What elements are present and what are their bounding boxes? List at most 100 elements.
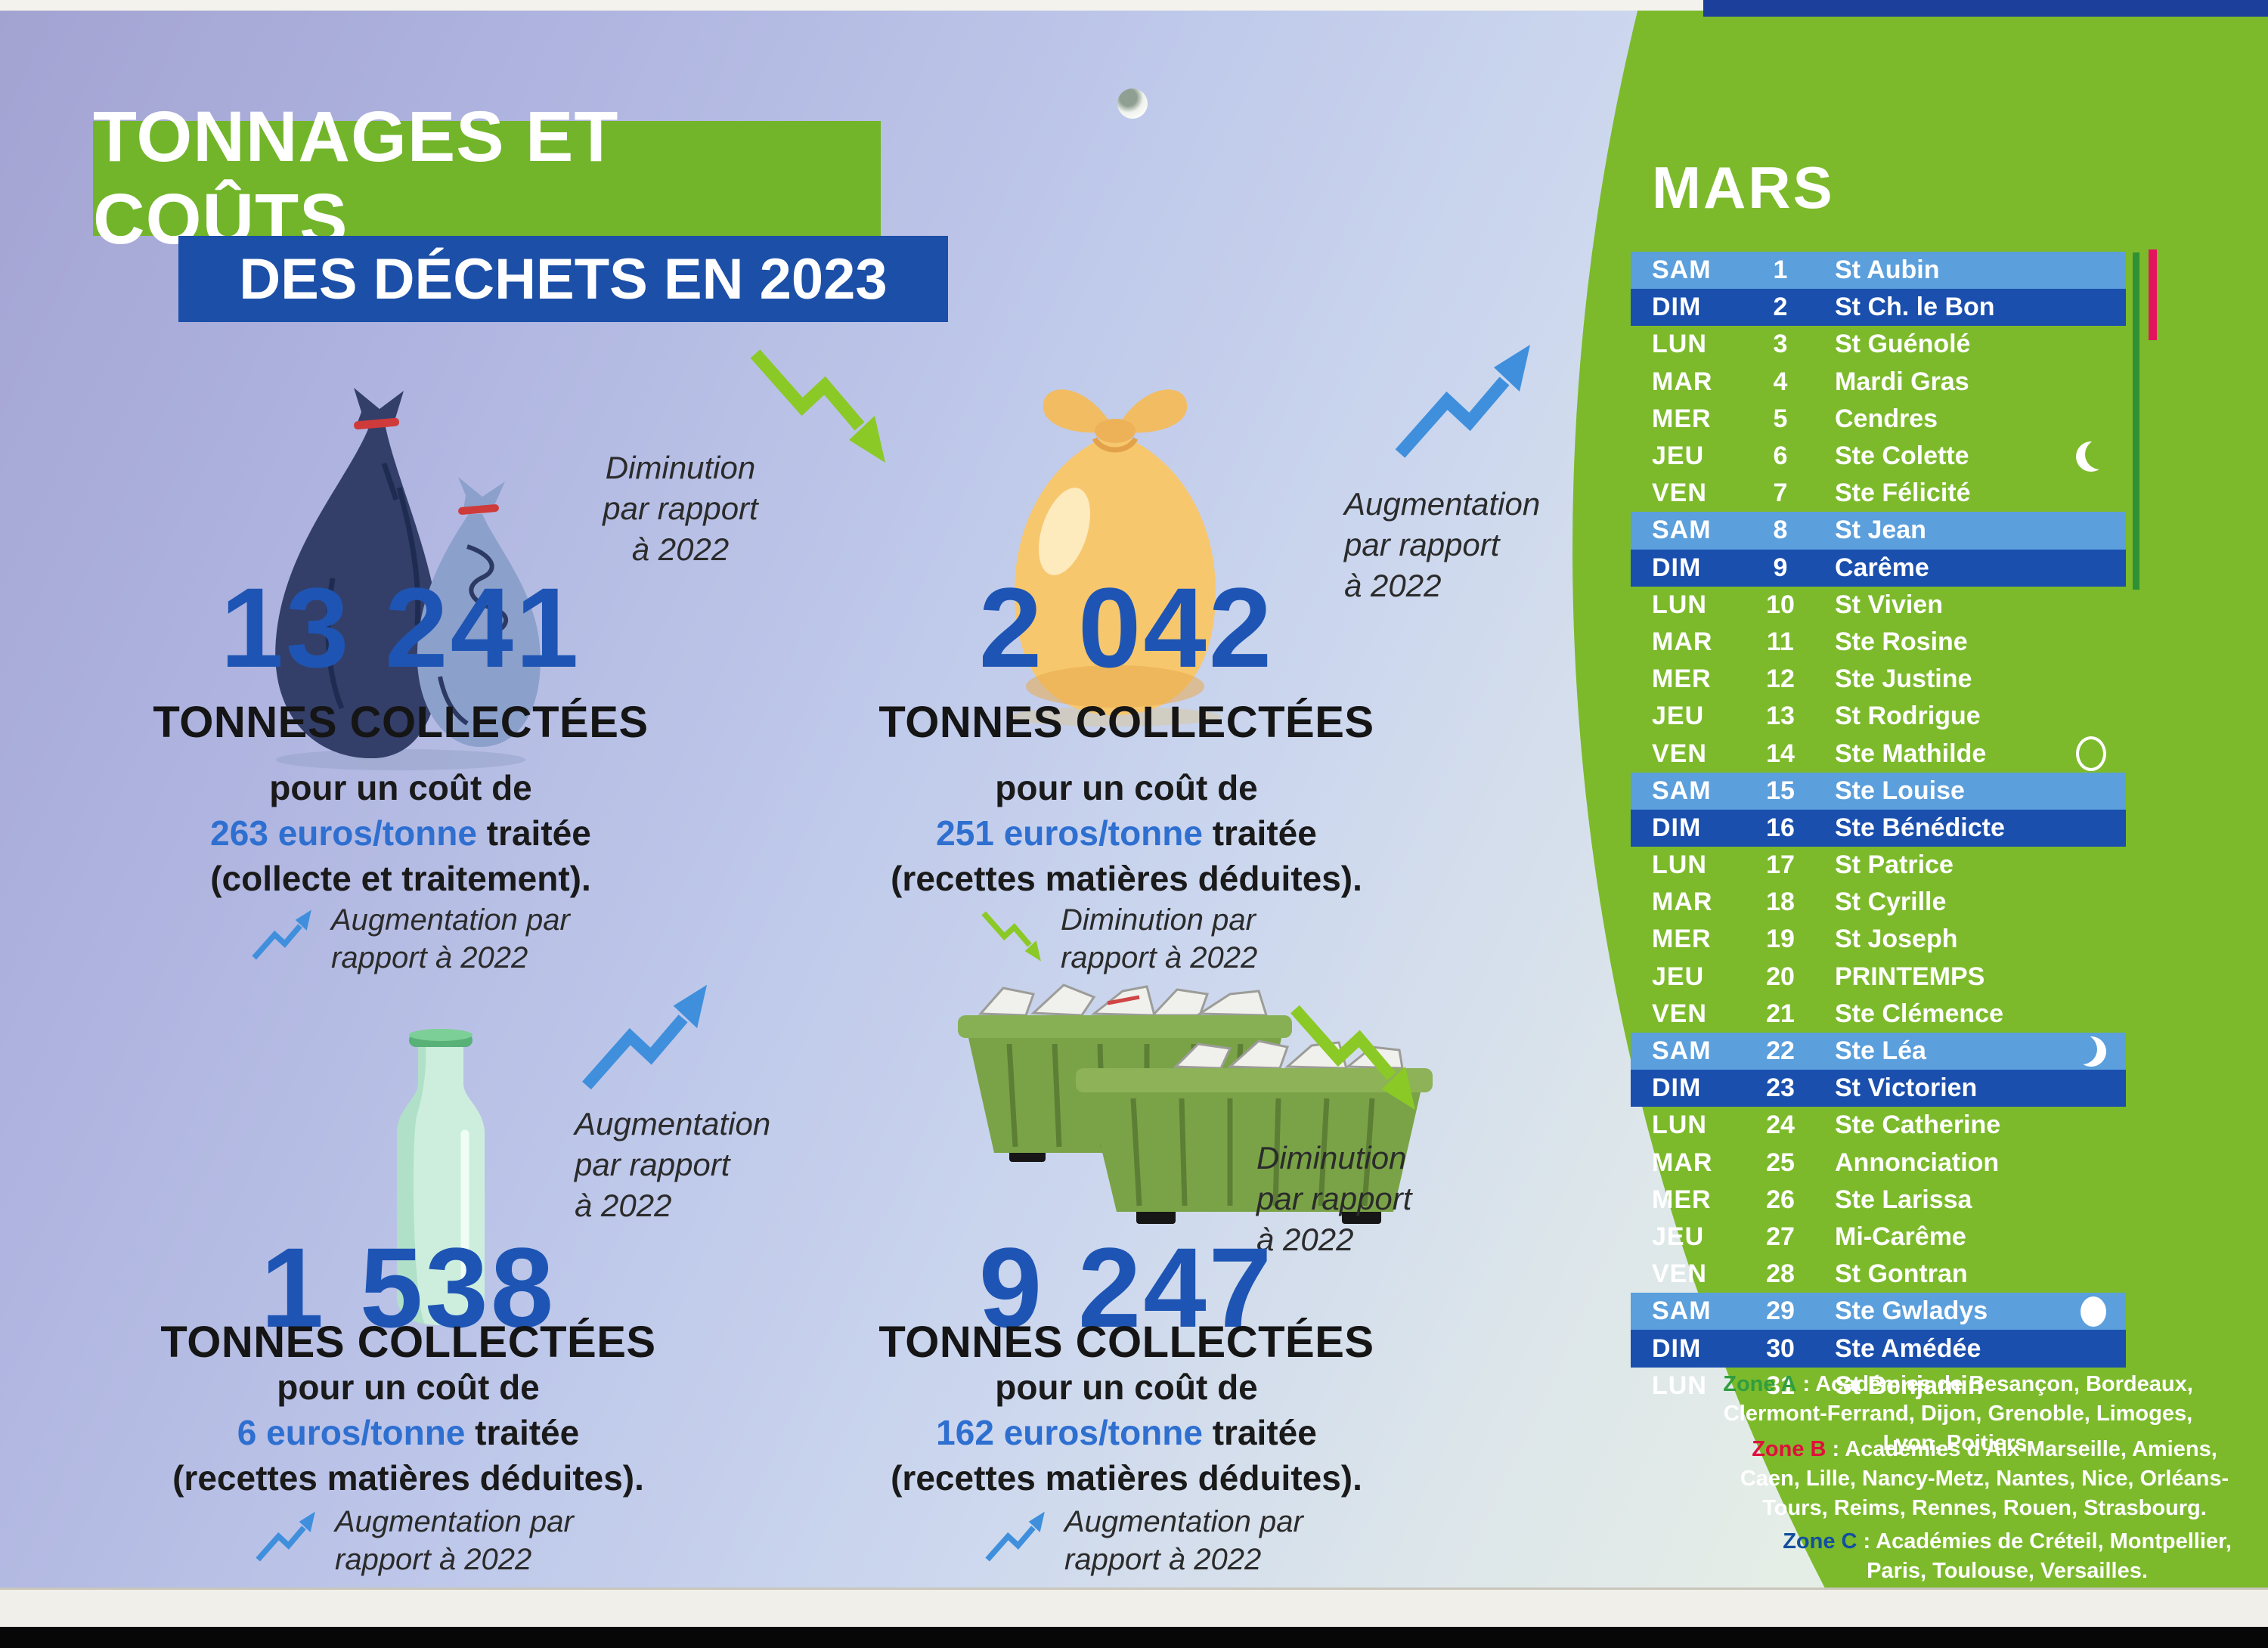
tonnage-value: 13 241 xyxy=(220,564,581,691)
calendar-day-row: VEN 21 Ste Clémence xyxy=(1631,996,2126,1033)
calendar-day-name: Ste Amédée xyxy=(1835,1334,1981,1363)
calendar-day-row: DIM 2 St Ch. le Bon xyxy=(1631,289,2126,327)
cost-text: pour un coût de 162 euros/tonne traitée … xyxy=(891,1368,1362,1498)
calendar-day-name: St Gontran xyxy=(1835,1259,1968,1289)
calendar-day-abbr: DIM xyxy=(1652,553,1702,582)
calendar-day-abbr: JEU xyxy=(1652,962,1705,991)
page-subtitle: DES DÉCHETS EN 2023 xyxy=(239,246,888,311)
calendar-day-name: St Victorien xyxy=(1835,1073,1978,1103)
new-moon-icon xyxy=(2081,1296,2106,1327)
cost-text: pour un coût de 6 euros/tonne traitée (r… xyxy=(172,1368,644,1498)
calendar-day-number: 9 xyxy=(1773,553,1788,582)
glass-bottle-icon xyxy=(374,1024,507,1334)
calendar-day-name: Cendres xyxy=(1835,404,1938,433)
full-moon-icon xyxy=(2076,736,2106,772)
trend-up-arrow-icon xyxy=(582,984,708,1090)
calendar-day-abbr: LUN xyxy=(1652,330,1707,359)
calendar-day-row: LUN 17 St Patrice xyxy=(1631,847,2126,884)
calendar-day-name: Ste Léa xyxy=(1835,1036,1926,1066)
calendar-day-number: 22 xyxy=(1766,1036,1795,1066)
calendar-day-row: MAR 11 Ste Rosine xyxy=(1631,624,2126,661)
calendar-day-name: Ste Catherine xyxy=(1835,1111,2001,1140)
calendar-day-number: 11 xyxy=(1767,627,1794,656)
calendar-day-name: St Guénolé xyxy=(1835,330,1971,359)
calendar-day-row: MER 12 Ste Justine xyxy=(1631,661,2126,698)
calendar-day-number: 13 xyxy=(1766,702,1795,731)
calendar-day-number: 26 xyxy=(1766,1185,1795,1214)
calendar-day-abbr: MAR xyxy=(1652,627,1713,656)
calendar-day-abbr: VEN xyxy=(1652,479,1707,508)
calendar-day-abbr: SAM xyxy=(1652,776,1712,805)
calendar-day-row: JEU 6 Ste Colette xyxy=(1631,438,2126,475)
calendar-day-row: SAM 22 Ste Léa xyxy=(1631,1032,2126,1070)
calendar-day-number: 15 xyxy=(1766,776,1795,805)
calendar-day-row: LUN 3 St Guénolé xyxy=(1631,326,2126,363)
tonnage-unit: TONNES COLLECTÉES xyxy=(878,1318,1374,1367)
page-top-edge xyxy=(0,0,2268,11)
hole-punch xyxy=(1117,88,1148,119)
calendar-day-number: 8 xyxy=(1773,516,1788,545)
calendar-day-row: LUN 24 Ste Catherine xyxy=(1631,1107,2126,1144)
calendar-day-name: St Vivien xyxy=(1835,590,1943,619)
trend-up-arrow-icon xyxy=(256,1511,315,1562)
calendar-day-abbr: SAM xyxy=(1652,1036,1712,1066)
calendar-day-row: SAM 15 Ste Louise xyxy=(1631,772,2126,810)
calendar-day-row: MAR 25 Annonciation xyxy=(1631,1145,2126,1182)
calendar-day-row: DIM 23 St Victorien xyxy=(1631,1070,2126,1107)
calendar-day-row: MER 19 St Joseph xyxy=(1631,921,2126,958)
calendar-day-number: 14 xyxy=(1766,739,1795,768)
calendar-day-abbr: SAM xyxy=(1652,516,1712,545)
calendar-day-abbr: MAR xyxy=(1652,888,1713,917)
trend-note: Augmentation par rapport à 2022 xyxy=(249,901,570,977)
calendar-day-row: MAR 4 Mardi Gras xyxy=(1631,364,2126,401)
tonnage-value: 1 538 xyxy=(260,1224,556,1351)
calendar-day-row: VEN 7 Ste Félicité xyxy=(1631,475,2126,512)
calendar-day-abbr: MER xyxy=(1652,404,1712,433)
calendar-day-row: MAR 18 St Cyrille xyxy=(1631,884,2126,921)
title-banner-line1: TONNAGES ET COÛTS xyxy=(93,97,881,259)
calendar-day-number: 30 xyxy=(1766,1334,1795,1363)
photo-bottom-edge xyxy=(0,1627,2268,1648)
calendar-day-number: 17 xyxy=(1766,850,1795,880)
tonnage-value: 9 247 xyxy=(978,1224,1275,1351)
trend-down-arrow-icon xyxy=(1290,1005,1416,1111)
calendar-day-row: MER 5 Cendres xyxy=(1631,401,2126,438)
calendar-day-abbr: VEN xyxy=(1652,739,1707,768)
calendar-day-abbr: LUN xyxy=(1652,590,1707,619)
zone-b-legend: Zone B : Académies d'Aix-Marseille, Amie… xyxy=(1740,1437,2229,1520)
calendar-day-abbr: LUN xyxy=(1652,1111,1707,1140)
crescent-right-icon xyxy=(2067,1033,2106,1067)
zone-c-legend: Zone C : Académies de Créteil, Montpelli… xyxy=(1783,1529,2232,1583)
trend-note: Augmentation par rapport à 2022 xyxy=(253,1503,574,1578)
tonnage-unit: TONNES COLLECTÉES xyxy=(878,698,1374,747)
trend-up-arrow-icon xyxy=(1395,345,1530,458)
calendar-day-number: 16 xyxy=(1766,813,1795,842)
calendar-day-number: 10 xyxy=(1766,590,1795,619)
calendar-day-name: St Ch. le Bon xyxy=(1835,293,1995,322)
calendar-day-name: Ste Colette xyxy=(1835,441,1969,471)
calendar-day-row: LUN 31 St Benjamin xyxy=(1631,1368,2126,1405)
calendar-day-number: 21 xyxy=(1766,999,1795,1028)
calendar-day-row: JEU 27 Mi-Carême xyxy=(1631,1219,2126,1256)
zone-a-legend: Zone A : Académies de Besançon, Bordeaux… xyxy=(1723,1372,2193,1455)
month-title: MARS xyxy=(1652,153,1835,221)
calendar-day-number: 12 xyxy=(1766,664,1795,694)
calendar-day-row: VEN 28 St Gontran xyxy=(1631,1256,2126,1293)
cost-text: pour un coût de 251 euros/tonne traitée … xyxy=(891,768,1362,898)
calendar-day-name: Ste Mathilde xyxy=(1835,739,1987,768)
calendar-day-abbr: JEU xyxy=(1652,441,1705,471)
yellow-bag-icon xyxy=(983,361,1247,747)
trend-annotation: Diminution par rapport à 2022 xyxy=(603,450,758,567)
trend-note: Diminution par rapport à 2022 xyxy=(979,901,1257,977)
calendar-day-number: 5 xyxy=(1773,404,1788,433)
calendar-day-abbr: DIM xyxy=(1652,293,1702,322)
calendar-day-name: Annonciation xyxy=(1835,1148,2000,1177)
calendar-day-name: Ste Louise xyxy=(1835,776,1965,805)
calendar-day-number: 3 xyxy=(1773,330,1788,359)
calendar-day-abbr: MER xyxy=(1652,664,1712,694)
calendar-day-row: SAM 8 St Jean xyxy=(1631,512,2126,550)
calendar-day-number: 29 xyxy=(1766,1296,1795,1326)
trend-down-arrow-icon xyxy=(750,349,885,463)
calendar-day-row: DIM 9 Carême xyxy=(1631,549,2126,587)
